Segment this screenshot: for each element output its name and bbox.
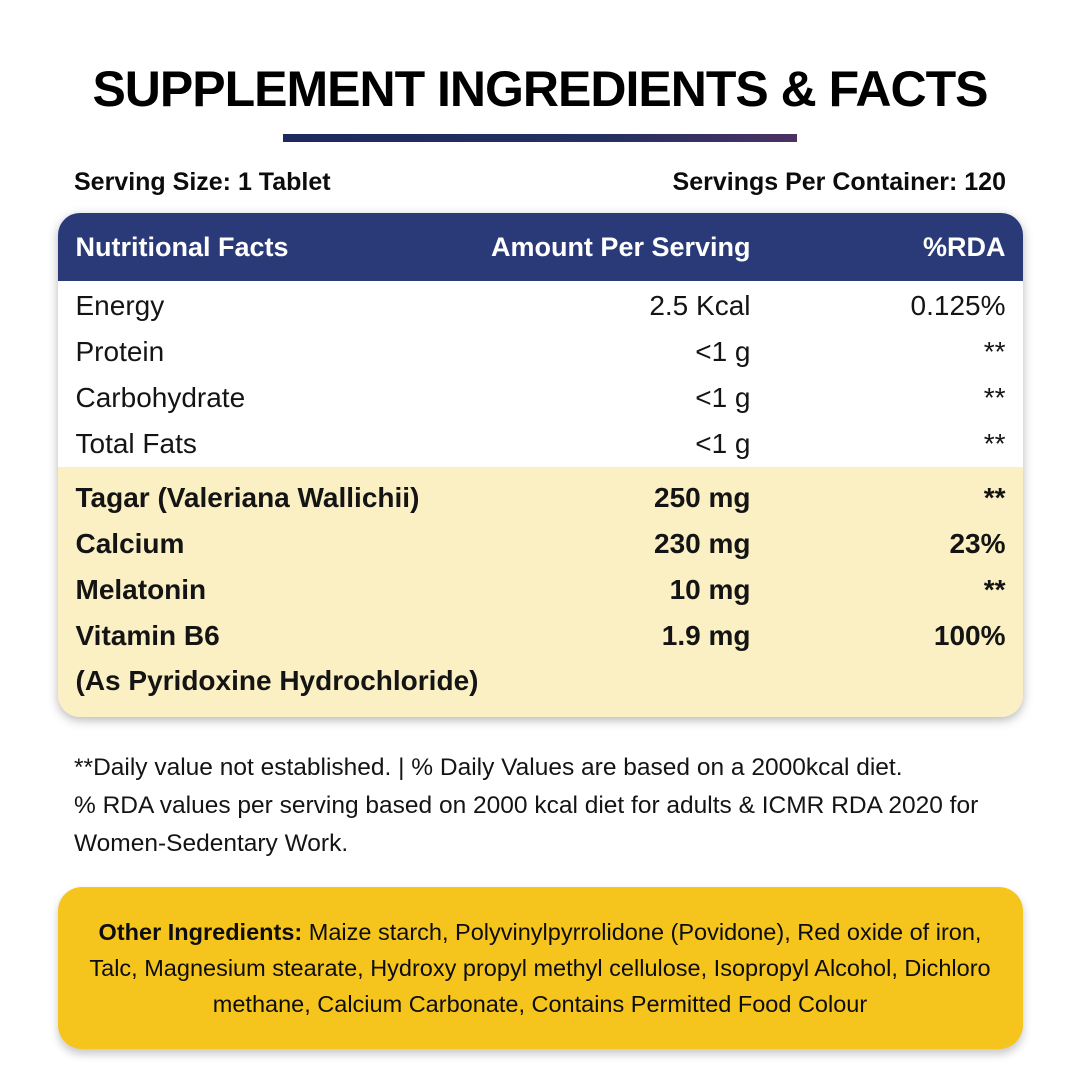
title-underline bbox=[283, 134, 797, 142]
footnote-rda-basis: % RDA values per serving based on 2000 k… bbox=[74, 792, 979, 857]
serving-info-row: Serving Size: 1 Tablet Servings Per Cont… bbox=[74, 168, 1006, 197]
table-row: Vitamin B6 1.9 mg 100% bbox=[76, 613, 1006, 659]
table-header-row: Nutritional Facts Amount Per Serving %RD… bbox=[57, 213, 1023, 281]
table-row: Energy 2.5 Kcal 0.125% bbox=[76, 283, 1006, 329]
ingredient-rda: ** bbox=[983, 482, 1006, 513]
table-row: Carbohydrate <1 g ** bbox=[76, 375, 1006, 421]
page-title: SUPPLEMENT INGREDIENTS & FACTS bbox=[92, 61, 988, 117]
nutrient-amount: <1 g bbox=[695, 428, 751, 459]
other-ingredients-text: Maize starch, Polyvinylpyrrolidone (Povi… bbox=[89, 919, 991, 1017]
active-ingredients-section: Tagar (Valeriana Wallichii) 250 mg ** Ca… bbox=[57, 467, 1023, 717]
nutrient-rda: ** bbox=[983, 336, 1006, 367]
table-row: Tagar (Valeriana Wallichii) 250 mg ** bbox=[76, 475, 1006, 521]
ingredient-subname: (As Pyridoxine Hydrochloride) bbox=[75, 665, 479, 696]
table-row: Melatonin 10 mg ** bbox=[76, 567, 1006, 613]
ingredient-rda: 100% bbox=[933, 620, 1006, 651]
nutrition-facts-table: Nutritional Facts Amount Per Serving %RD… bbox=[57, 213, 1023, 717]
footnote-daily-value: **Daily value not established. | % Daily… bbox=[74, 754, 903, 781]
ingredient-name: Tagar (Valeriana Wallichii) bbox=[75, 482, 420, 513]
column-header-nutritional-facts: Nutritional Facts bbox=[75, 231, 289, 262]
table-row: Protein <1 g ** bbox=[76, 329, 1006, 375]
nutrient-amount: <1 g bbox=[695, 382, 751, 413]
nutrient-amount: 2.5 Kcal bbox=[649, 290, 751, 321]
servings-per-container-label: Servings Per Container: 120 bbox=[672, 168, 1006, 196]
column-header-rda: %RDA bbox=[922, 231, 1006, 262]
ingredient-rda: ** bbox=[983, 574, 1006, 605]
ingredient-amount: 10 mg bbox=[669, 574, 751, 605]
nutrient-rda: ** bbox=[983, 382, 1006, 413]
nutrient-name: Total Fats bbox=[75, 428, 197, 459]
footnotes: **Daily value not established. | % Daily… bbox=[74, 749, 1006, 863]
ingredient-name: Vitamin B6 bbox=[75, 620, 220, 651]
macronutrients-section: Energy 2.5 Kcal 0.125% Protein <1 g ** C… bbox=[58, 281, 1023, 467]
ingredient-rda: 23% bbox=[949, 528, 1006, 559]
ingredient-name: Melatonin bbox=[75, 574, 207, 605]
nutrient-rda: 0.125% bbox=[910, 290, 1006, 321]
serving-size-label: Serving Size: 1 Tablet bbox=[74, 168, 331, 196]
ingredient-name: Calcium bbox=[75, 528, 185, 559]
nutrient-amount: <1 g bbox=[695, 336, 751, 367]
nutrient-rda: ** bbox=[983, 428, 1006, 459]
nutrient-name: Protein bbox=[75, 336, 165, 367]
other-ingredients-box: Other Ingredients: Maize starch, Polyvin… bbox=[57, 887, 1023, 1049]
ingredient-amount: 230 mg bbox=[654, 528, 751, 559]
table-row: Total Fats <1 g ** bbox=[76, 421, 1006, 467]
ingredient-amount: 250 mg bbox=[654, 482, 751, 513]
nutrient-name: Energy bbox=[75, 290, 165, 321]
table-row: Calcium 230 mg 23% bbox=[76, 521, 1006, 567]
column-header-amount-per-serving: Amount Per Serving bbox=[490, 231, 751, 262]
ingredient-amount: 1.9 mg bbox=[661, 620, 751, 651]
nutrient-name: Carbohydrate bbox=[75, 382, 246, 413]
other-ingredients-label: Other Ingredients: bbox=[98, 919, 303, 945]
